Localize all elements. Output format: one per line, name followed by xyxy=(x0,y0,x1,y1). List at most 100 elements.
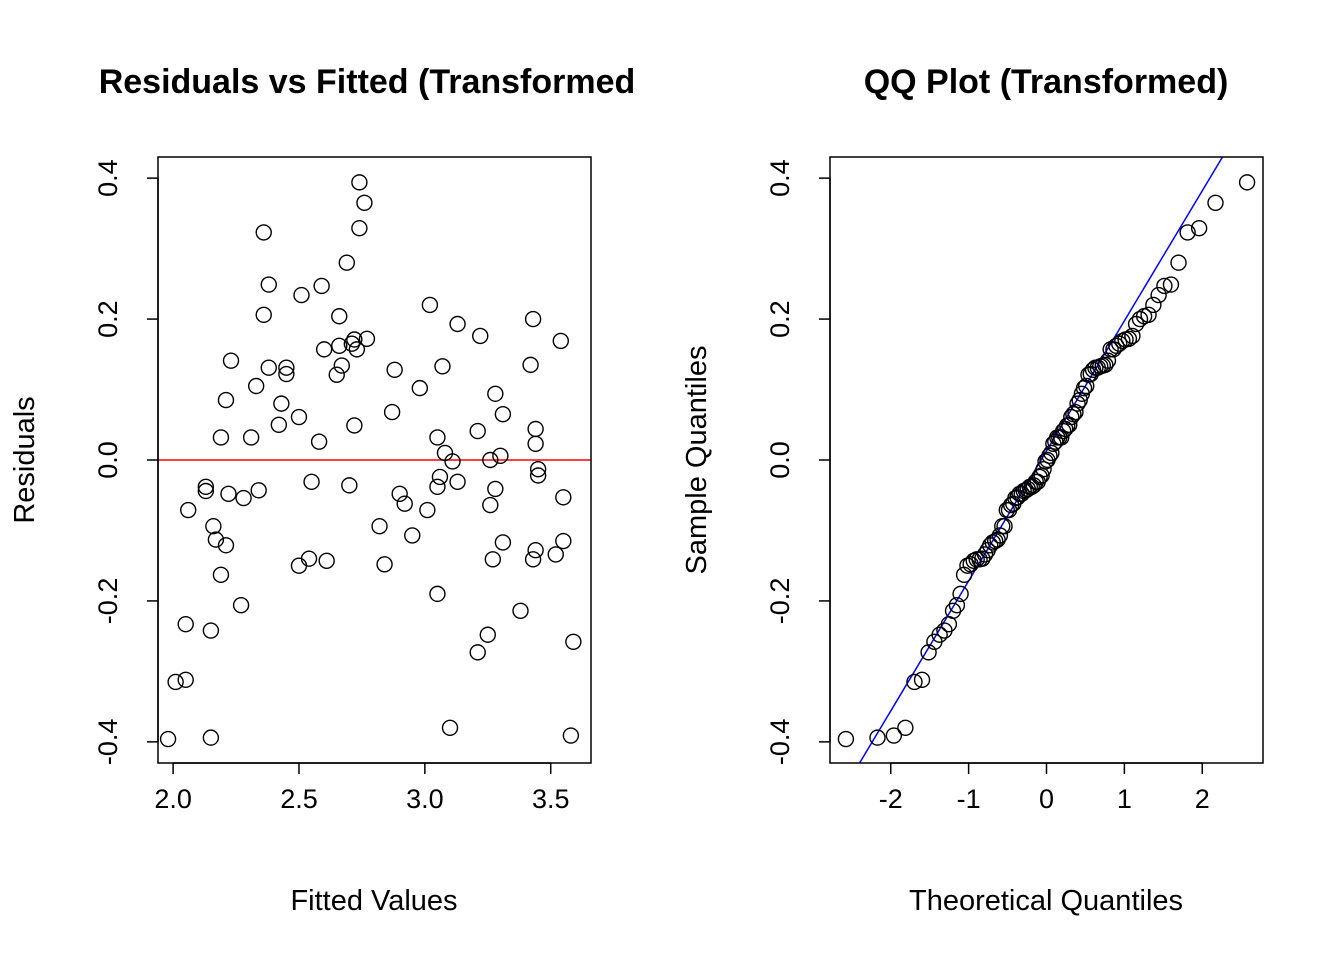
qq-point xyxy=(1131,310,1149,328)
qq-point xyxy=(931,626,948,643)
qq-point xyxy=(1099,352,1117,369)
residual-point xyxy=(293,286,310,304)
qq-point xyxy=(1031,468,1048,486)
residual-point xyxy=(235,489,252,507)
residual-point xyxy=(328,366,345,383)
qq-point xyxy=(1023,478,1040,495)
residuals-x-tick-label: 3.0 xyxy=(406,784,444,814)
qq-point xyxy=(1025,477,1042,494)
residual-point xyxy=(318,552,335,569)
residual-point xyxy=(207,531,225,548)
residual-point xyxy=(429,429,446,446)
residual-point xyxy=(479,626,496,643)
residual-point xyxy=(180,501,197,519)
qq-point xyxy=(1179,224,1196,241)
qq-point xyxy=(869,729,886,746)
residual-point xyxy=(469,644,486,661)
residual-point xyxy=(260,276,277,293)
residual-point xyxy=(565,633,582,650)
qq-point xyxy=(1097,356,1114,374)
qq-y-tick-label: 0.0 xyxy=(765,441,795,479)
residual-point xyxy=(524,310,542,328)
residual-point xyxy=(356,194,373,212)
qq-point xyxy=(955,566,973,584)
residuals-x-tick-label: 2.0 xyxy=(154,784,192,814)
residual-point xyxy=(278,359,295,376)
residuals-x-tick-label: 3.5 xyxy=(532,784,570,814)
qq-point xyxy=(1120,330,1138,347)
residual-point xyxy=(260,359,277,376)
qq-point xyxy=(1055,422,1072,440)
residual-point xyxy=(421,296,439,314)
qq-xlabel: Theoretical Quantiles xyxy=(909,885,1183,917)
residual-point xyxy=(202,729,220,746)
residual-point xyxy=(346,417,363,434)
residual-point xyxy=(469,422,486,440)
residuals-title: Residuals vs Fitted (Transformed xyxy=(99,63,636,101)
residual-point xyxy=(255,306,272,324)
residual-point xyxy=(177,615,194,633)
residual-point xyxy=(270,416,288,433)
residual-point xyxy=(315,341,333,358)
residual-point xyxy=(524,551,542,568)
residual-point xyxy=(197,478,215,495)
qq-y-tick-label: 0.4 xyxy=(765,159,795,197)
residuals-panel: Residuals vs Fitted (Transformed 2.0 2.5 3… xyxy=(9,63,635,917)
residual-point xyxy=(371,518,388,535)
residual-point xyxy=(222,352,240,369)
qq-x-tick-label: 0 xyxy=(1039,784,1054,814)
residual-point xyxy=(247,377,265,395)
residual-point xyxy=(419,501,436,519)
residual-point xyxy=(404,527,421,544)
residual-point xyxy=(562,727,580,744)
residual-point xyxy=(273,395,290,412)
residual-point xyxy=(278,365,295,383)
residual-point xyxy=(522,356,539,374)
residual-point xyxy=(167,673,184,691)
qq-frame xyxy=(829,156,1264,764)
residuals-xlabel: Fitted Values xyxy=(290,885,457,917)
qq-point xyxy=(913,671,931,689)
qq-point xyxy=(1108,337,1125,355)
residual-point xyxy=(343,335,361,352)
qq-point xyxy=(1140,306,1157,324)
qq-point xyxy=(974,550,991,567)
residual-point xyxy=(512,602,529,619)
residuals-x-axis: 2.0 2.5 3.0 3.5 xyxy=(154,762,570,814)
residuals-x-tick-label: 2.5 xyxy=(280,784,318,814)
residual-point xyxy=(232,596,250,614)
qq-y-tick-label: -0.2 xyxy=(765,578,795,625)
qq-point xyxy=(991,527,1009,544)
qq-y-tick-label: 0.2 xyxy=(765,300,795,338)
qq-point xyxy=(1238,174,1256,191)
qq-point xyxy=(1043,444,1060,462)
residual-point xyxy=(351,219,368,237)
qq-point xyxy=(1069,395,1086,412)
qq-point xyxy=(952,585,969,603)
qq-point xyxy=(1041,447,1058,464)
residual-point xyxy=(487,385,504,402)
residual-point xyxy=(310,433,328,450)
residual-point xyxy=(205,518,222,535)
residual-point xyxy=(217,391,235,409)
residual-point xyxy=(242,429,260,446)
residual-point xyxy=(313,277,330,295)
qq-title: QQ Plot (Transformed) xyxy=(864,63,1229,101)
residual-point xyxy=(358,330,376,347)
residual-point xyxy=(290,557,308,574)
residual-point xyxy=(212,566,230,584)
residual-point xyxy=(177,671,194,689)
residual-point xyxy=(484,551,502,568)
qq-point xyxy=(948,596,966,614)
residual-point xyxy=(444,453,461,470)
qq-point xyxy=(976,546,994,563)
residual-point xyxy=(472,327,489,345)
qq-x-tick-label: 2 xyxy=(1195,784,1210,814)
residual-point xyxy=(338,254,356,271)
qq-x-tick-label: 1 xyxy=(1117,784,1132,814)
residual-point xyxy=(290,408,308,426)
residual-point xyxy=(482,496,499,514)
residuals-ylabel: Residuals xyxy=(9,396,41,523)
qq-point xyxy=(1071,391,1088,409)
qq-point xyxy=(1035,460,1052,478)
